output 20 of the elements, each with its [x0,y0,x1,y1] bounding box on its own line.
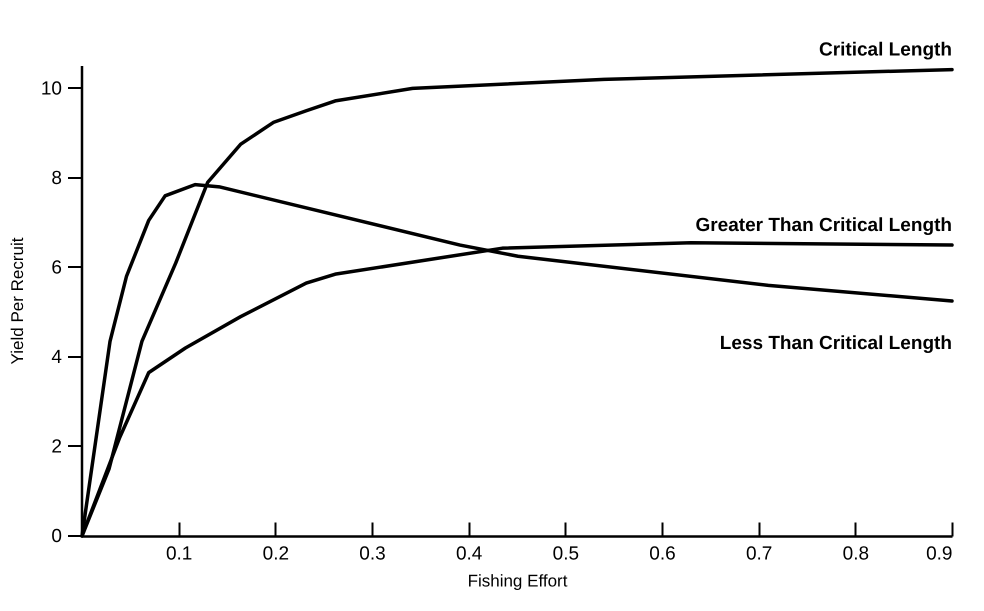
y-tick-label: 6 [51,257,62,278]
series-label: Less Than Critical Length [720,333,952,354]
series-label: Greater Than Critical Length [695,215,952,236]
x-tick-label: 0.1 [166,544,192,564]
series-label: Critical Length [818,40,952,61]
x-tick-label: 0.8 [842,544,870,564]
y-axis-title: Yield Per Recruit [8,237,27,364]
y-tick-label: 4 [51,346,62,368]
x-tick-label: 0.4 [456,544,483,564]
y-tick-label: 2 [51,436,62,458]
x-tick-label: 0.5 [552,544,580,564]
x-tick-label: 0.2 [262,544,290,564]
y-tick-label: 0 [51,526,62,547]
x-tick-label: 0.6 [649,544,676,564]
y-tick-label: 10 [40,78,62,100]
x-tick-label: 0.3 [359,544,386,564]
x-axis-title: Fishing Effort [468,572,568,590]
x-tick-label: 0.9 [926,544,952,564]
y-tick-label: 8 [51,168,62,189]
x-tick-label: 0.7 [746,544,772,564]
